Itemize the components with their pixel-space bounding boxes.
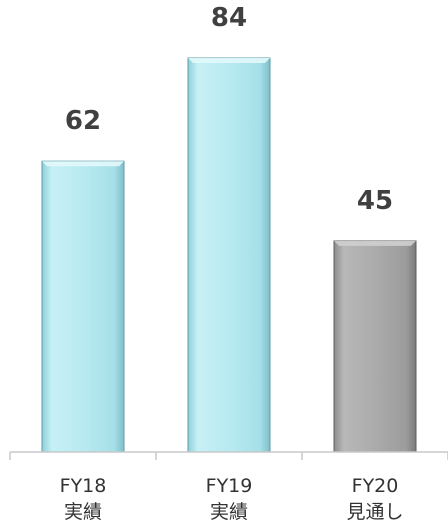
- x-axis-ticks: [9, 452, 448, 460]
- value-labels-group: 62 84 45: [65, 3, 393, 216]
- bar-fy20: [333, 240, 417, 453]
- bars-group: [41, 57, 417, 453]
- bar-bevel: [42, 161, 124, 167]
- bar-bevel: [188, 58, 270, 63]
- category-label: 見通し: [346, 501, 403, 523]
- category-label: FY18: [60, 475, 107, 497]
- value-label: 84: [211, 3, 247, 33]
- category-label: FY19: [206, 475, 253, 497]
- bar-fy19: [187, 57, 271, 453]
- category-labels-group: FY18 実績 FY19 実績 FY20 見通し: [60, 475, 404, 523]
- category-label: FY20: [352, 475, 399, 497]
- category-label: 実績: [210, 501, 248, 523]
- value-label: 62: [65, 106, 101, 136]
- category-label: 実績: [64, 501, 102, 523]
- bar-fy18: [41, 160, 125, 453]
- value-label: 45: [357, 186, 393, 216]
- bar-bevel: [334, 240, 416, 246]
